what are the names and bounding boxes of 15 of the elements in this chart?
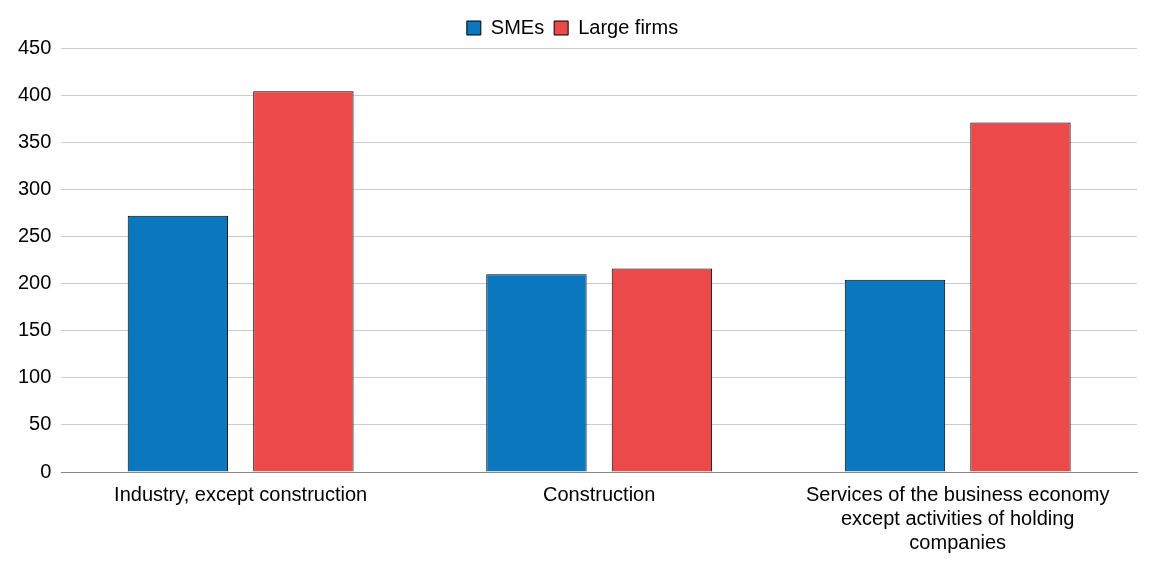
y-tick-label: 50 [29,412,52,435]
x-tick-label: Services of the business economy except activities of holding companies [805,482,1110,553]
legend-label: SMEs [490,15,545,38]
y-tick-label: 300 [17,176,52,199]
y-tick-label: 0 [40,459,52,482]
y-tick-label: 150 [17,318,52,341]
x-tick-label: Industry, except construction [114,482,368,505]
y-tick-label: 400 [17,82,52,105]
legend-label: Large firms [578,15,679,38]
y-tick-label: 200 [17,271,52,294]
y-tick-label: 250 [17,223,52,246]
y-tick-label: 450 [17,35,52,58]
x-tick-label: Construction [543,482,656,505]
y-tick-label: 100 [17,365,52,388]
y-tick-label: 350 [17,129,52,152]
